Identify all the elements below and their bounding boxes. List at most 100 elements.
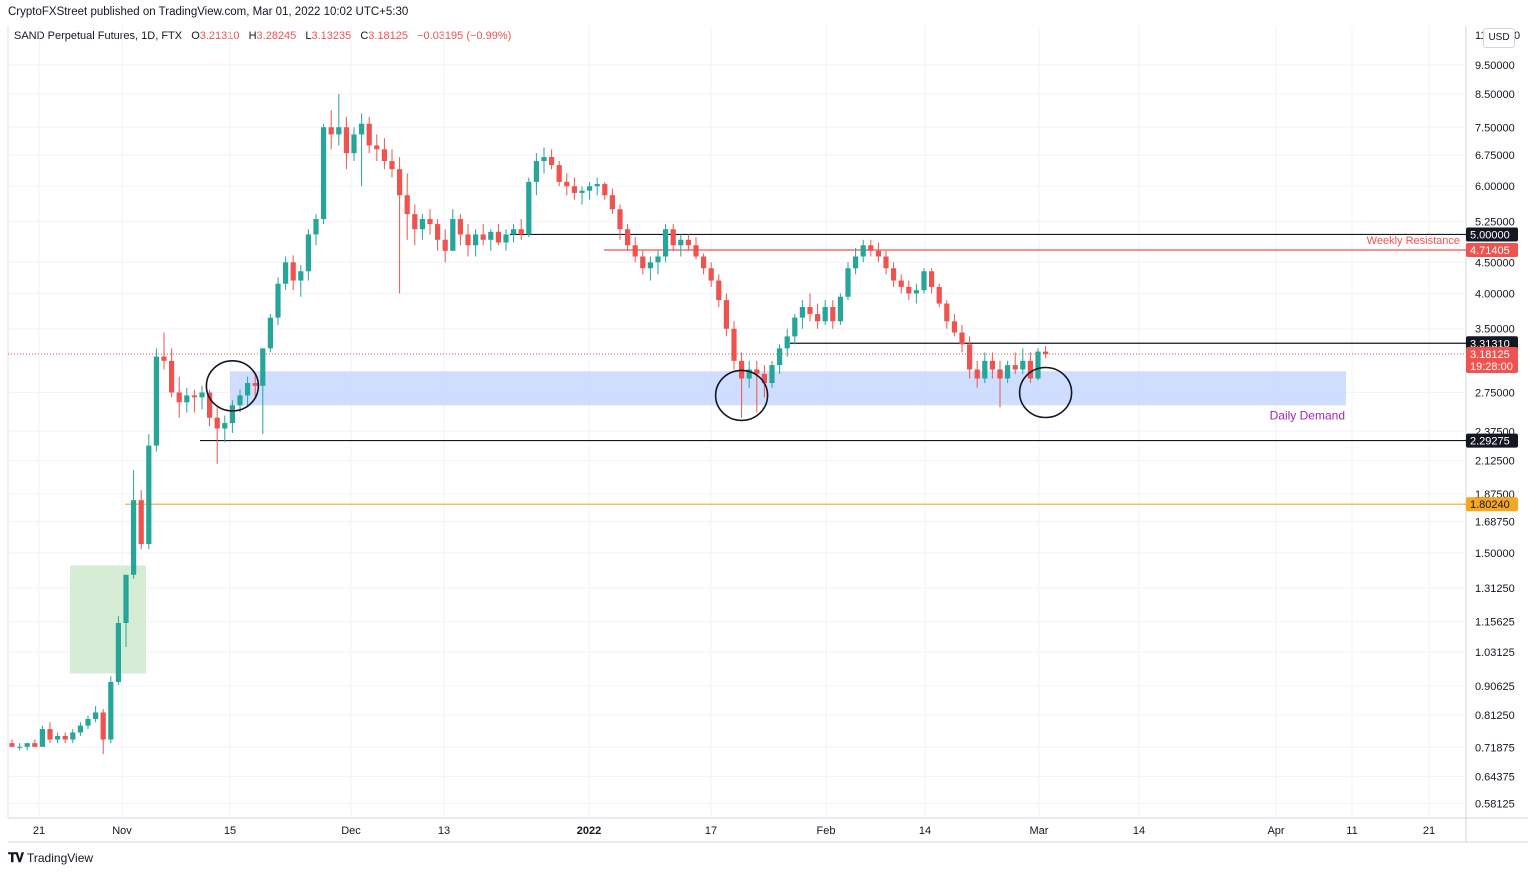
candle-up	[860, 245, 866, 257]
candle-up	[473, 234, 479, 246]
currency-selector[interactable]: USD	[1483, 28, 1515, 48]
candle-down	[47, 729, 53, 740]
candle-down	[549, 157, 555, 166]
candle-up	[822, 307, 828, 322]
price-tick-label: 0.90625	[1475, 681, 1515, 693]
high-label: H	[248, 30, 257, 42]
candle-down	[670, 229, 676, 246]
annotation-circle	[714, 369, 769, 422]
symbol-title[interactable]: SAND Perpetual Futures, 1D, FTX	[14, 30, 183, 42]
candle-down	[465, 234, 471, 246]
price-tick-label: 7.50000	[1475, 122, 1515, 134]
candle-up	[199, 392, 205, 398]
candle-up	[229, 405, 235, 424]
candle-up	[24, 743, 30, 747]
last-price-badge	[1466, 346, 1518, 373]
candle-up	[298, 271, 304, 281]
time-tick-label: Dec	[341, 825, 361, 837]
candle-down	[397, 169, 403, 196]
candle-up	[17, 746, 23, 748]
candle-up	[982, 360, 988, 379]
level-price-badge-text: 2.29275	[1470, 436, 1510, 448]
candle-up	[792, 317, 798, 337]
candle-down	[343, 127, 349, 154]
candle-down	[389, 161, 395, 170]
candle-down	[685, 239, 691, 246]
candle-up	[313, 219, 319, 235]
candle-up	[799, 307, 805, 318]
candle-down	[169, 360, 175, 393]
candle-down	[161, 356, 167, 361]
candle-down	[457, 219, 463, 235]
time-tick-label: Mar	[1030, 825, 1049, 837]
candle-up	[146, 445, 152, 545]
candle-up	[305, 234, 311, 272]
time-tick-label: 14	[919, 825, 931, 837]
candle-up	[450, 219, 456, 251]
close-label: C	[360, 30, 369, 42]
candle-down	[214, 417, 220, 429]
candle-down	[716, 280, 722, 301]
change-value: −0.03195 (−0.99%)	[417, 30, 512, 42]
candle-up	[503, 234, 509, 243]
candle-down	[632, 245, 638, 257]
time-tick-label: 11	[1346, 825, 1357, 837]
tradingview-footer: 𝐓𝐕 TradingView	[8, 850, 93, 866]
price-tick-label: 0.71875	[1475, 742, 1515, 754]
level-price-badge-text: 1.80240	[1470, 499, 1510, 511]
candle-down	[435, 224, 441, 240]
candle-down	[693, 245, 699, 257]
daily-demand-zone	[230, 371, 1346, 406]
time-tick-label: Apr	[1267, 825, 1284, 837]
level-price-badge	[1466, 243, 1518, 258]
candle-up	[237, 395, 243, 406]
candle-up	[55, 736, 61, 740]
price-tick-label: 1.15625	[1475, 617, 1515, 629]
candle-up	[222, 423, 228, 429]
candle-down	[518, 229, 524, 235]
candle-down	[427, 219, 433, 225]
price-tick-label: 3.50000	[1475, 324, 1515, 336]
candle-down	[959, 332, 965, 345]
candle-down	[564, 181, 570, 187]
candle-up	[511, 229, 517, 235]
price-tick-label: 1.50000	[1475, 548, 1515, 560]
time-tick-label: Nov	[112, 825, 132, 837]
candles-layer	[9, 94, 1049, 755]
green-origin-zone	[70, 565, 146, 674]
candle-down	[898, 280, 904, 287]
tradingview-logo-icon: 𝐓𝐕	[8, 850, 24, 865]
candle-down	[381, 149, 387, 162]
price-tick-label: 1.31250	[1475, 583, 1515, 595]
time-tick-label: 21	[33, 825, 45, 837]
candle-down	[891, 268, 897, 281]
candle-down	[1012, 365, 1018, 370]
candle-down	[868, 245, 874, 251]
candle-down	[997, 369, 1003, 379]
time-tick-label: 21	[1423, 825, 1435, 837]
candle-down	[1027, 360, 1033, 379]
level-price-badge	[1466, 336, 1518, 351]
level-price-badge	[1466, 227, 1518, 242]
candle-up	[115, 622, 121, 682]
candle-up	[488, 231, 494, 240]
candle-down	[556, 165, 562, 182]
level-price-badge	[1466, 433, 1518, 448]
price-badges-layer: 5.000004.714053.313102.292751.802403.181…	[1466, 227, 1518, 512]
candle-down	[62, 736, 68, 740]
close-value: 3.18125	[368, 30, 409, 42]
candle-up	[541, 157, 547, 162]
candle-up	[579, 190, 585, 193]
candle-down	[138, 500, 144, 545]
level-price-badge-text: 4.71405	[1470, 245, 1510, 257]
price-axis: 9.50000 8.50000 7.50000 6.75000 6.00000 5.250…	[1475, 30, 1520, 810]
candle-up	[260, 348, 266, 386]
levels-layer: Weekly Resistance	[8, 233, 1466, 505]
candle-down	[815, 314, 821, 322]
candle-down	[761, 373, 767, 384]
candle-up	[153, 356, 159, 446]
candle-up	[746, 369, 752, 379]
price-tick-label: 0.81250	[1475, 710, 1515, 722]
candle-down	[951, 321, 957, 333]
